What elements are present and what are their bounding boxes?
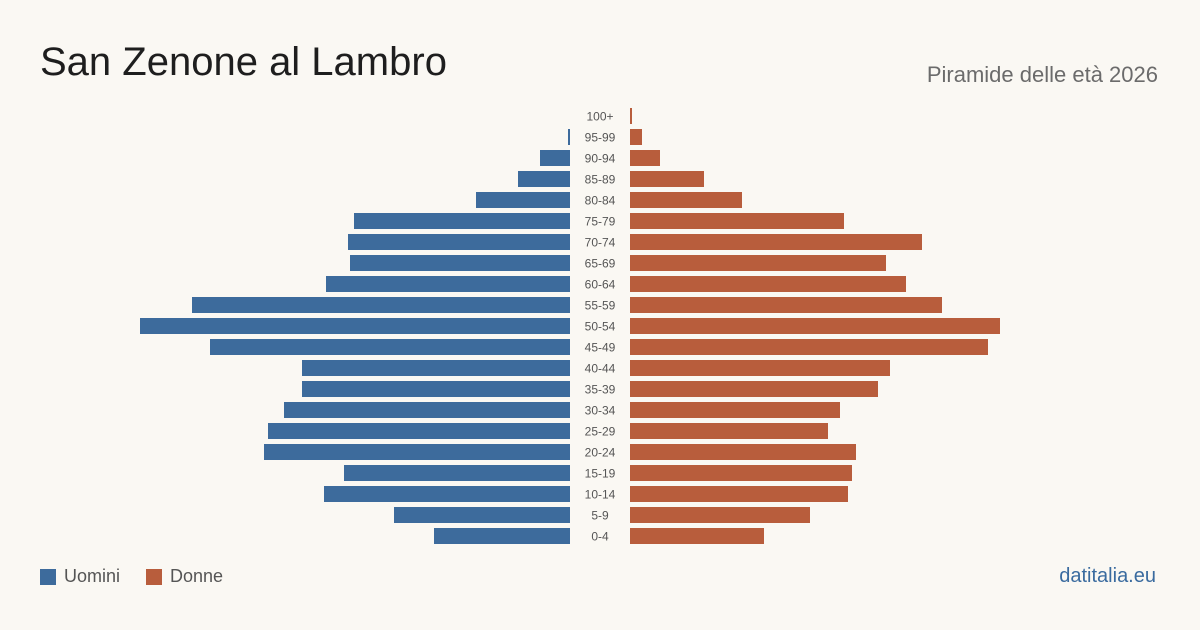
- brand-link[interactable]: datitalia.eu: [1059, 565, 1156, 587]
- age-label-55-59: 55-59: [585, 299, 616, 313]
- bar-men-45-49: [210, 339, 570, 355]
- age-label-0-4: 0-4: [591, 530, 609, 544]
- bar-men-70-74: [348, 234, 570, 250]
- age-label-60-64: 60-64: [585, 278, 616, 292]
- bar-women-60-64: [630, 276, 906, 292]
- chart-subtitle: Piramide delle età 2026: [926, 62, 1158, 87]
- bar-women-65-69: [630, 255, 886, 271]
- age-label-70-74: 70-74: [585, 236, 616, 250]
- bar-women-20-24: [630, 444, 856, 460]
- bar-women-95-99: [630, 129, 642, 145]
- age-label-80-84: 80-84: [585, 194, 616, 208]
- bar-men-25-29: [268, 423, 570, 439]
- bar-women-45-49: [630, 339, 988, 355]
- age-label-45-49: 45-49: [585, 341, 616, 355]
- age-label-35-39: 35-39: [585, 383, 616, 397]
- bar-women-85-89: [630, 171, 704, 187]
- bar-men-65-69: [350, 255, 570, 271]
- bar-women-15-19: [630, 465, 852, 481]
- bar-men-60-64: [326, 276, 570, 292]
- age-label-85-89: 85-89: [585, 173, 616, 187]
- bar-women-40-44: [630, 360, 890, 376]
- bar-men-55-59: [192, 297, 570, 313]
- bar-women-0-4: [630, 528, 764, 544]
- age-label-50-54: 50-54: [585, 320, 616, 334]
- bar-men-95-99: [568, 129, 570, 145]
- bar-women-5-9: [630, 507, 810, 523]
- bar-men-80-84: [476, 192, 570, 208]
- bar-women-50-54: [630, 318, 1000, 334]
- bar-men-30-34: [284, 402, 570, 418]
- legend-label-women: Donne: [170, 566, 224, 586]
- age-label-100+: 100+: [586, 110, 613, 124]
- bar-men-40-44: [302, 360, 570, 376]
- bar-women-90-94: [630, 150, 660, 166]
- bar-women-35-39: [630, 381, 878, 397]
- age-label-40-44: 40-44: [585, 362, 616, 376]
- bar-women-80-84: [630, 192, 742, 208]
- age-label-25-29: 25-29: [585, 425, 616, 439]
- bar-women-100+: [630, 108, 632, 124]
- bar-men-0-4: [434, 528, 570, 544]
- bar-men-35-39: [302, 381, 570, 397]
- age-label-65-69: 65-69: [585, 257, 616, 271]
- bar-men-15-19: [344, 465, 570, 481]
- age-label-90-94: 90-94: [585, 152, 616, 166]
- bar-men-50-54: [140, 318, 570, 334]
- legend: Uomini Donne: [40, 566, 249, 587]
- age-label-30-34: 30-34: [585, 404, 616, 418]
- age-label-20-24: 20-24: [585, 446, 616, 460]
- age-label-95-99: 95-99: [585, 131, 616, 145]
- bar-women-10-14: [630, 486, 848, 502]
- page-title: San Zenone al Lambro: [40, 40, 447, 84]
- bar-women-75-79: [630, 213, 844, 229]
- bar-men-90-94: [540, 150, 570, 166]
- bar-men-20-24: [264, 444, 570, 460]
- bar-men-10-14: [324, 486, 570, 502]
- age-label-75-79: 75-79: [585, 215, 616, 229]
- bar-women-55-59: [630, 297, 942, 313]
- legend-item-women: Donne: [146, 566, 223, 587]
- bar-men-85-89: [518, 171, 570, 187]
- legend-swatch-women: [146, 568, 163, 585]
- legend-swatch-men: [40, 568, 56, 585]
- legend-label-men: Uomini: [64, 566, 121, 586]
- legend-item-men: Uomini: [40, 566, 120, 587]
- age-label-5-9: 5-9: [591, 509, 609, 523]
- bar-men-5-9: [394, 507, 570, 523]
- age-label-15-19: 15-19: [585, 467, 616, 481]
- age-label-10-14: 10-14: [585, 488, 616, 502]
- bar-women-70-74: [630, 234, 922, 250]
- bar-women-30-34: [630, 402, 840, 418]
- bar-women-25-29: [630, 423, 828, 439]
- bar-men-75-79: [354, 213, 570, 229]
